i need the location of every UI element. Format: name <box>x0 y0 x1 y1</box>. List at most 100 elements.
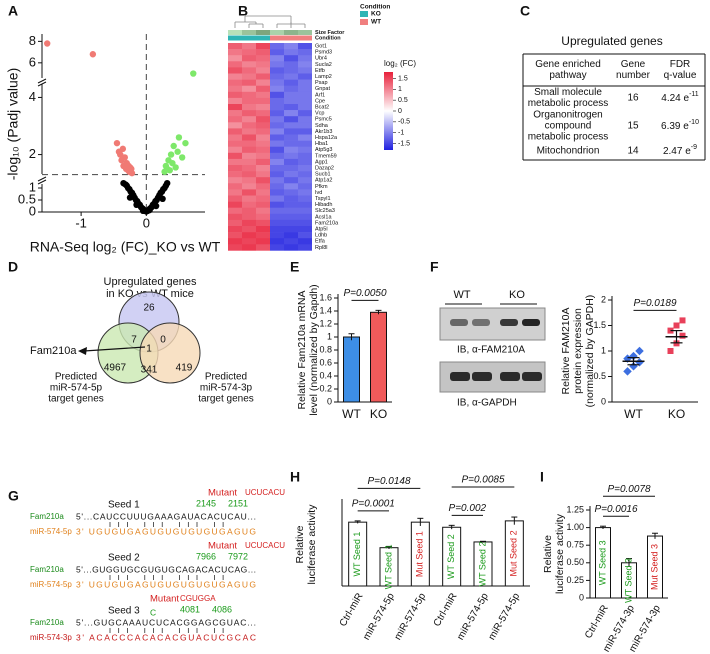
bar-label: Mut Seed 3 <box>649 544 659 590</box>
y-tick-label: 0.50 <box>566 557 584 567</box>
heat-cell <box>256 97 270 105</box>
seed-position: 7966 <box>196 551 216 561</box>
y-tick-label: 0.6 <box>319 357 332 367</box>
q-exponent: -10 <box>689 119 699 126</box>
bar-label: Mut Seed 1 <box>415 531 425 577</box>
x-tick-label: Ctrl-miR <box>583 603 611 640</box>
mirna-seq: 3' ACACCCACACACGUACUCGCAC <box>76 632 256 642</box>
size-factor-cell <box>298 30 312 35</box>
row-label: Etfb <box>315 68 325 74</box>
axis-break <box>37 179 47 185</box>
heat-cell <box>228 43 242 50</box>
table-cell: FDR <box>670 59 691 70</box>
heat-cell <box>270 171 284 178</box>
p-value: P=0.0078 <box>607 484 651 495</box>
colorbar-tick-label: -1 <box>398 130 404 137</box>
heat-cell <box>256 134 270 141</box>
point <box>679 332 686 339</box>
row-label: Psmc5 <box>315 117 332 123</box>
table-cell: q-value <box>664 70 697 81</box>
y-tick-label: 0.8 <box>319 344 332 354</box>
colorbar-tick-label: 0.5 <box>398 97 408 104</box>
point <box>121 154 129 161</box>
heat-cell <box>270 201 284 208</box>
point <box>44 40 51 47</box>
row-label: Hba1 <box>315 141 328 147</box>
heat-cell <box>270 43 284 50</box>
target-seq: 5'...GUGCAAAUCUCACGGAGCGUAC... <box>76 617 256 627</box>
row-label: Bcat2 <box>315 105 329 111</box>
panel-label: A <box>8 3 18 19</box>
heat-cell <box>256 226 270 233</box>
p-value: P=0.0189 <box>633 298 677 309</box>
table-cell: 14 <box>627 146 639 157</box>
heat-cell <box>284 67 298 74</box>
heat-cell <box>242 67 256 74</box>
y-tick-label: 1.5 <box>593 320 606 330</box>
bar <box>370 311 387 403</box>
heat-cell <box>270 122 284 129</box>
arrow <box>83 346 146 352</box>
heat-cell <box>228 79 242 86</box>
point <box>673 322 680 329</box>
heat-cell <box>284 91 298 99</box>
heat-cell <box>270 213 284 221</box>
point <box>117 151 124 158</box>
heat-cell <box>228 116 242 123</box>
table-cell: 2.47 e-9 <box>663 144 697 157</box>
row-label: Fam210a <box>315 220 339 226</box>
heat-cell <box>228 134 242 141</box>
condition-cell <box>228 35 242 41</box>
heat-cell <box>284 238 298 245</box>
mutant-label: Mutant <box>208 541 237 552</box>
heat-cell <box>284 165 298 172</box>
heat-cell <box>256 146 270 154</box>
size-factor-cell <box>228 30 242 35</box>
heat-cell <box>298 195 312 202</box>
heat-cell <box>242 116 256 123</box>
q-base: 2.47 e <box>663 146 691 157</box>
row-label: Tspyl1 <box>315 196 331 202</box>
point <box>623 367 632 376</box>
y-axis-label: Relative <box>294 525 306 563</box>
mirna-name: miR-574-5p <box>30 527 72 536</box>
q-base: 4.24 e <box>661 93 689 104</box>
target-name: Fam210a <box>30 565 64 574</box>
heat-cell <box>242 85 256 93</box>
heat-cell <box>270 49 284 56</box>
heat-cell <box>242 104 256 111</box>
target-name: Fam210a <box>30 618 64 627</box>
target-seq: 5'...CAUCCUUUGAAAGAUACACUCAU... <box>76 511 256 521</box>
row-label: Vcp <box>315 111 324 117</box>
heat-cell <box>284 73 298 80</box>
heat-cell <box>270 183 284 190</box>
mutant-label: Mutant <box>208 488 237 499</box>
seed-position: 2151 <box>228 498 248 508</box>
colorbar <box>384 72 393 150</box>
heat-cell <box>242 146 256 154</box>
venn-count: 4967 <box>104 363 127 374</box>
heat-cell <box>270 61 284 68</box>
bar-label: WT Seed 3 <box>597 540 607 585</box>
colorbar-label: log₂ (FC) <box>384 59 416 68</box>
heat-cell <box>242 49 256 56</box>
heat-cell <box>284 177 298 184</box>
bar-label: WT Seed 2 <box>446 534 456 579</box>
heat-cell <box>256 195 270 202</box>
heat-cell <box>256 232 270 239</box>
heat-cell <box>284 79 298 86</box>
heat-cell <box>284 104 298 111</box>
heat-cell <box>298 171 312 178</box>
heat-cell <box>270 128 284 135</box>
panel-label: G <box>8 488 19 504</box>
set-label: target genes <box>198 394 254 405</box>
heat-cell <box>298 134 312 141</box>
size-factor-cell <box>256 30 270 35</box>
x-tick-label: WT <box>342 407 361 421</box>
heat-cell <box>298 85 312 93</box>
venn-count: 7 <box>131 335 137 346</box>
heat-cell <box>298 91 312 99</box>
antibody-label: IB, α-GAPDH <box>457 398 517 409</box>
heat-cell <box>284 134 298 141</box>
